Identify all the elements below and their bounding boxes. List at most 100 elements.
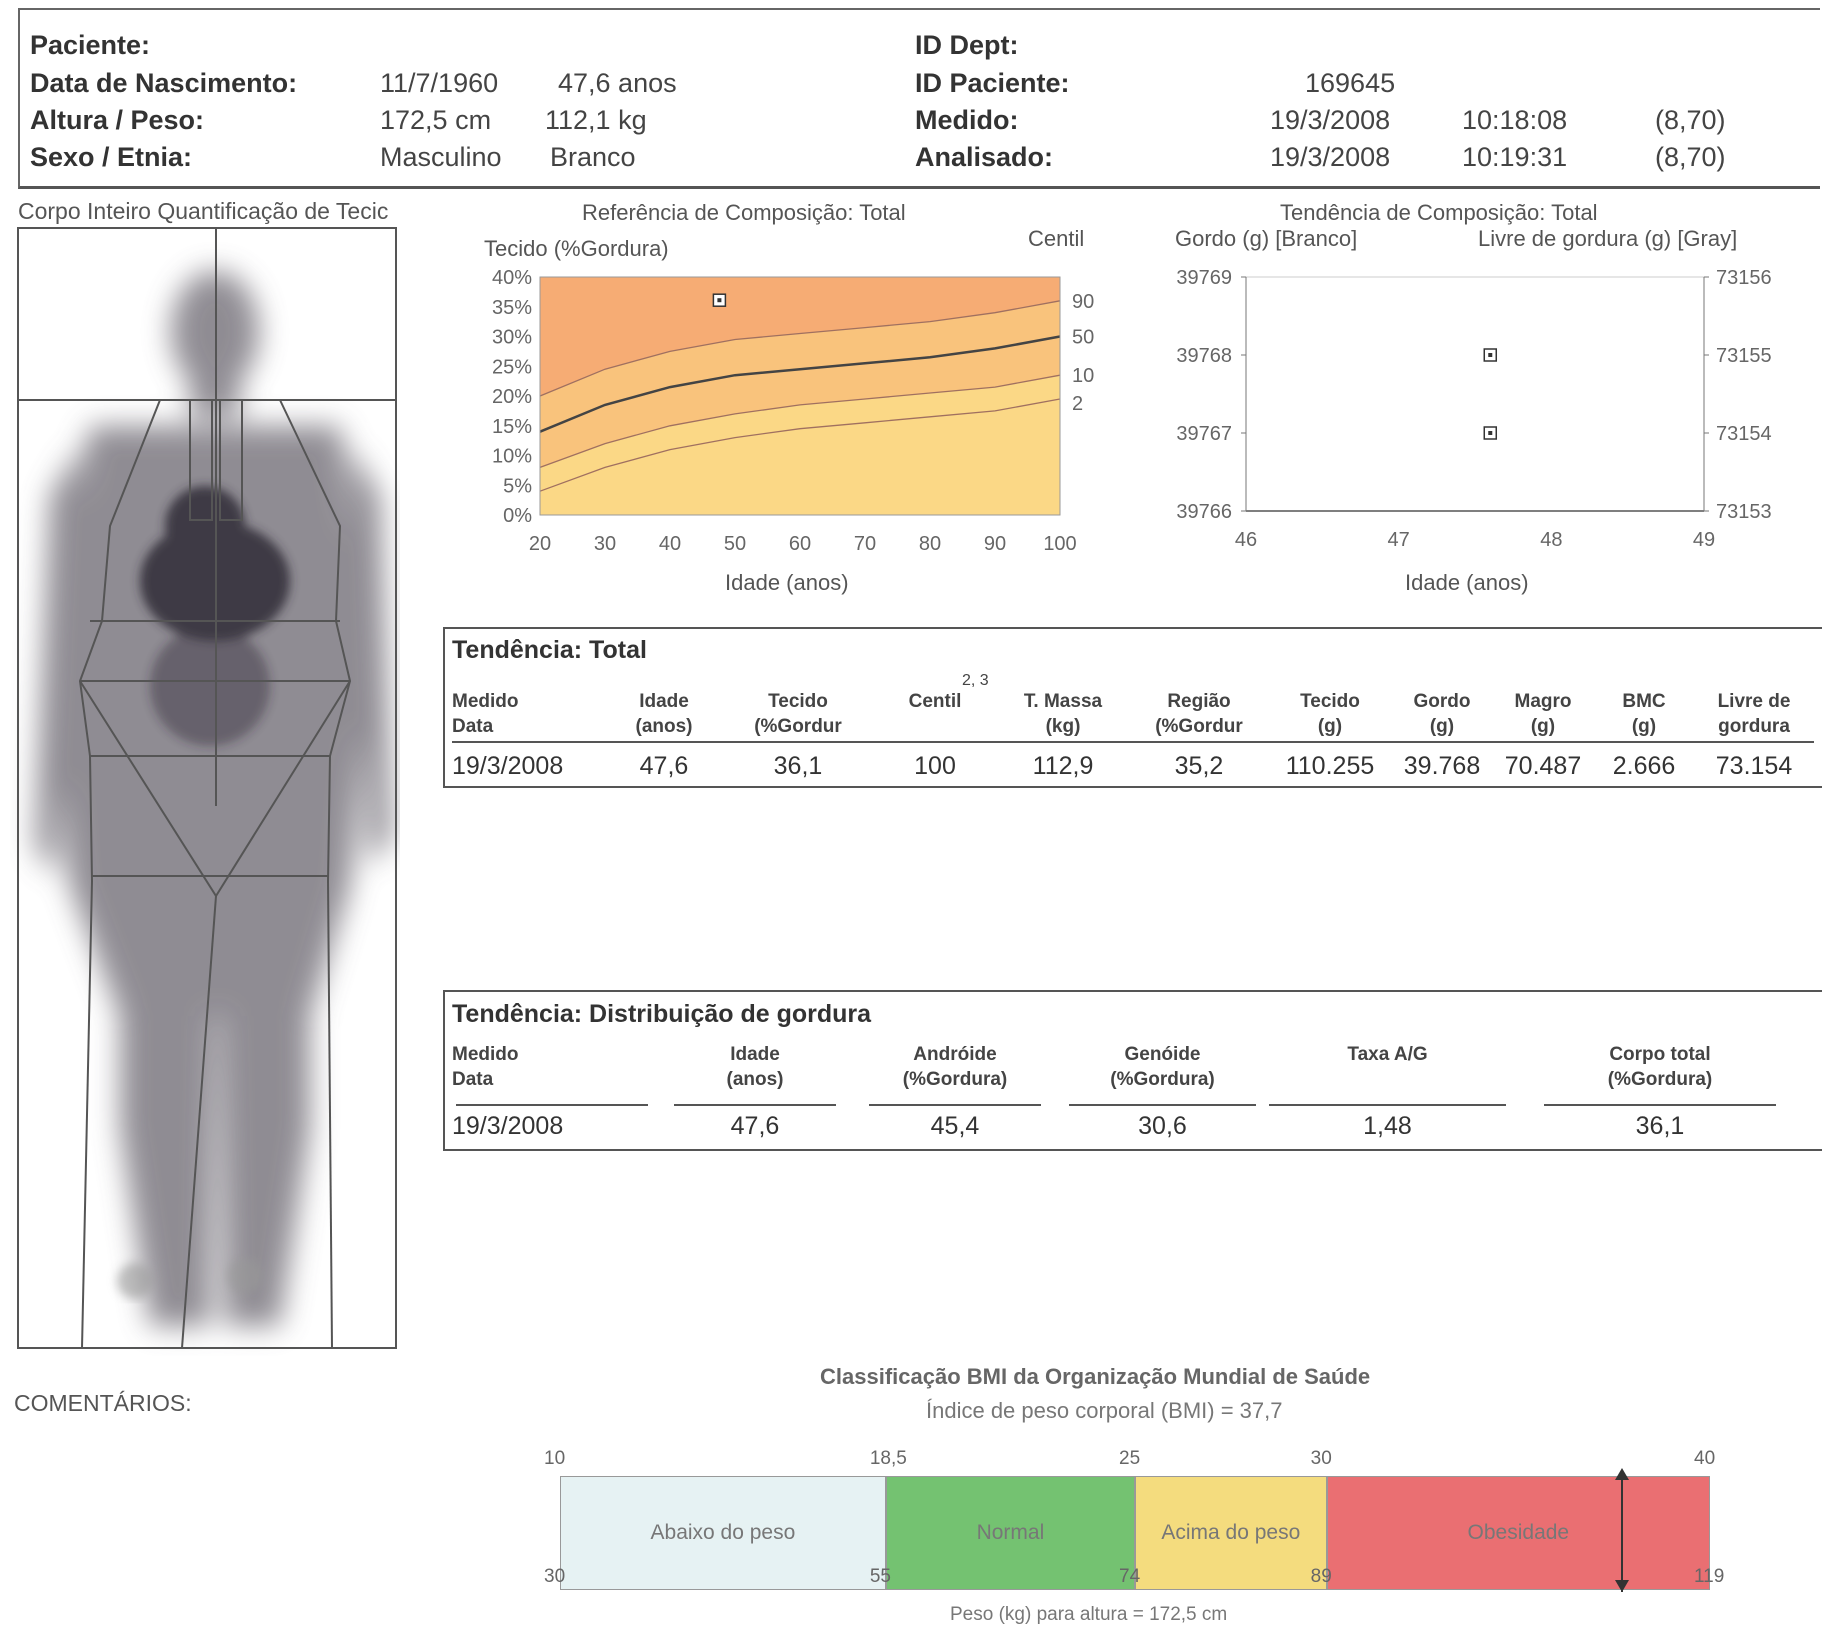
header-line: Medido: [452, 1044, 519, 1065]
ref-ytick: 0%: [503, 505, 532, 527]
table-cell: 19/3/2008: [452, 1112, 564, 1140]
ref-centil-line-2: [539, 398, 1061, 492]
altura-label: Altura / Peso:: [30, 105, 205, 135]
bmi-top-tick: 18,5: [869, 1448, 907, 1469]
bmi-marker-arrow-bottom: [1614, 1580, 1629, 1592]
ref-patient-marker-dot: [717, 298, 722, 303]
table-header-cell: Medido Data: [452, 1042, 652, 1092]
header-line: (%Gordura): [1110, 1069, 1215, 1090]
table-cell: 36,1: [773, 752, 823, 780]
ref-centil-tick: 10: [1072, 365, 1094, 387]
table-cell: 36,1: [1635, 1112, 1685, 1140]
header-line: Corpo total: [1609, 1044, 1711, 1065]
idpaciente-label: ID Paciente:: [915, 68, 1070, 98]
header-line: Idade: [639, 691, 689, 712]
ref-chart-ylabel: Tecido (%Gordura): [484, 236, 669, 261]
dist-table-divider: [1544, 1104, 1776, 1106]
total-table-divider: [452, 741, 1814, 743]
table-cell: 100: [914, 752, 956, 780]
ref-ytick: 25%: [492, 356, 532, 378]
dist-table-divider: [674, 1104, 836, 1106]
header-line: (g): [1317, 716, 1343, 737]
ref-ytick: 20%: [492, 386, 532, 408]
bmi-bottom-tick: 55: [869, 1566, 891, 1587]
header-line: (g): [1429, 716, 1455, 737]
ref-centil-tick: 2: [1072, 393, 1083, 415]
trend-xtick: 48: [1540, 529, 1562, 551]
ref-xtick: 100: [1043, 533, 1076, 555]
header-line: (g): [1530, 716, 1556, 737]
table-cell: 112,9: [1032, 752, 1094, 780]
table-cell: 19/3/2008: [452, 752, 564, 780]
medido-label: Medido:: [915, 105, 1019, 135]
trend-yleft-tick: 39767: [1176, 423, 1232, 445]
ref-centil-line-90: [539, 300, 1061, 397]
header-line: Medido: [452, 691, 519, 712]
ref-xtick: 90: [984, 533, 1006, 555]
dist-table-divider: [1269, 1104, 1506, 1106]
bmi-title: Classificação BMI da Organização Mundial…: [820, 1364, 1371, 1389]
table-cell: 39.768: [1403, 752, 1481, 780]
table-header-cell: Gordo (g): [1392, 689, 1492, 739]
trend-chart-xlabel: Idade (anos): [1405, 570, 1529, 595]
trend-livre-point-dot: [1488, 431, 1493, 435]
bmi-bottom-tick: 74: [1119, 1566, 1141, 1587]
ref-ytick: 15%: [492, 416, 532, 438]
trend-yleft-tick: 39769: [1176, 267, 1232, 289]
comentarios-label: COMENTÁRIOS:: [14, 1390, 192, 1416]
table-cell: 110.255: [1285, 752, 1375, 780]
dist-table-divider: [456, 1104, 648, 1106]
trend-chart-title: Tendência de Composição: Total: [1280, 200, 1598, 225]
header-line: Idade: [730, 1044, 780, 1065]
table-header-cell: Corpo total (%Gordura): [1540, 1042, 1780, 1092]
trend-xtick: 46: [1235, 529, 1257, 551]
ref-ytick: 30%: [492, 327, 532, 349]
trend-yleft-tick: 39766: [1176, 501, 1232, 523]
trend-yleft-tick: 39768: [1176, 345, 1232, 367]
ref-ytick: 35%: [492, 297, 532, 319]
idpaciente-value: 169645: [1305, 68, 1396, 98]
ref-xtick: 40: [659, 533, 681, 555]
total-table: [443, 627, 1822, 788]
header-line: Tecido: [768, 691, 828, 712]
medido-date: 19/3/2008: [1270, 105, 1391, 135]
bmi-segment: Obesidade: [1326, 1476, 1710, 1590]
analisado-time: 10:19:31: [1462, 142, 1568, 172]
table-header-cell: Tecido (%Gordur: [728, 689, 868, 739]
header-line: Genóide: [1124, 1044, 1201, 1065]
sexo-label: Sexo / Etnia:: [30, 142, 193, 172]
bmi-bottom-tick: 30: [544, 1566, 566, 1587]
nascimento-date: 11/7/1960: [380, 68, 499, 98]
table-cell: 47,6: [639, 752, 689, 780]
medido-code: (8,70): [1655, 105, 1726, 135]
nascimento-age: 47,6 anos: [558, 68, 677, 98]
nascimento-label: Data de Nascimento:: [30, 68, 298, 98]
patient-header: [18, 8, 1820, 189]
bmi-marker-arrow-top: [1614, 1468, 1629, 1480]
total-table-superscript: 2, 3: [962, 672, 989, 689]
ref-xtick: 50: [724, 533, 746, 555]
header-line: [880, 714, 990, 739]
bmi-top-tick: 30: [1310, 1448, 1332, 1469]
table-cell: 30,6: [1138, 1112, 1187, 1140]
ref-centil-line-50: [539, 335, 1061, 433]
header-line: (g): [1631, 716, 1657, 737]
header-line: Centil: [908, 691, 962, 712]
header-line: (anos): [635, 716, 693, 737]
table-cell: 73.154: [1715, 752, 1793, 780]
table-cell: 35,2: [1174, 752, 1224, 780]
bmi-top-tick: 40: [1694, 1448, 1716, 1469]
ref-centil-tick: 50: [1072, 327, 1094, 349]
paciente-label: Paciente:: [30, 30, 151, 60]
bmi-top-tick: 25: [1119, 1448, 1141, 1469]
bmi-bottom-tick: 89: [1310, 1566, 1332, 1587]
trend-chart-left-label: Gordo (g) [Branco]: [1175, 226, 1358, 251]
ref-ytick: 5%: [503, 475, 532, 497]
table-cell: 2.666: [1612, 752, 1676, 780]
header-line: (%Gordur: [1155, 716, 1243, 737]
header-line: Data: [452, 716, 494, 737]
ref-centil-tick: 90: [1072, 291, 1094, 313]
header-line: Gordo: [1413, 691, 1471, 712]
body-scan-title: Corpo Inteiro Quantificação de Tecic: [18, 198, 389, 224]
header-line: gordura: [1718, 716, 1790, 737]
